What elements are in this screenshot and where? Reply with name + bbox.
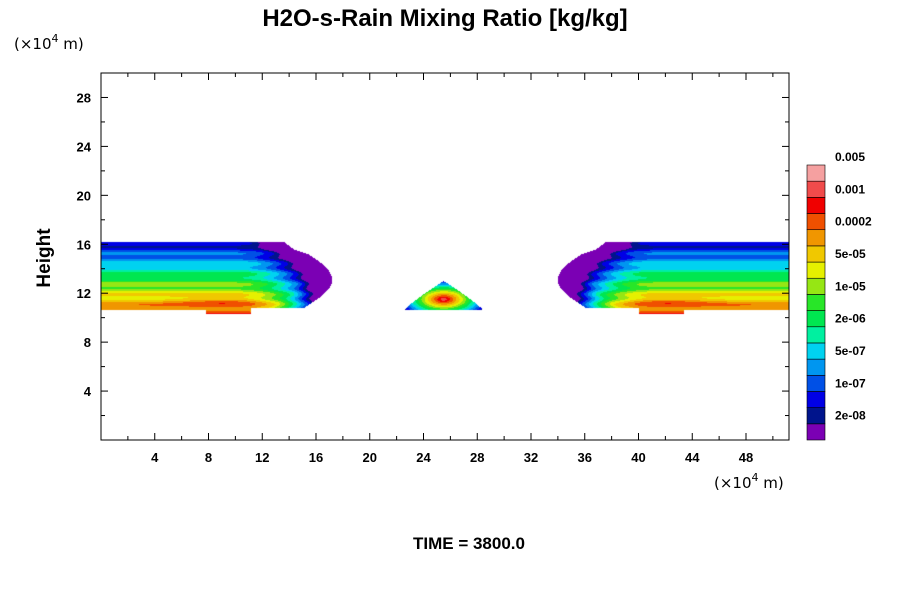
y-tick-label: 24 bbox=[77, 139, 92, 154]
colorbar-label: 5e-05 bbox=[835, 247, 866, 261]
colorbar-swatch bbox=[806, 423, 826, 441]
x-axis-unit: (×104 m) bbox=[714, 471, 784, 492]
y-tick-label: 8 bbox=[84, 335, 91, 350]
y-tick-label: 20 bbox=[77, 188, 91, 203]
x-tick-label: 32 bbox=[524, 450, 538, 465]
x-tick-label: 16 bbox=[309, 450, 323, 465]
x-tick-label: 8 bbox=[205, 450, 212, 465]
plot-frame bbox=[100, 72, 790, 441]
colorbar-swatch bbox=[806, 407, 826, 425]
colorbar-swatch bbox=[806, 358, 826, 376]
colorbar-swatch bbox=[806, 180, 826, 198]
y-axis-label: Height bbox=[34, 228, 55, 288]
x-tick-label: 4 bbox=[151, 450, 159, 465]
colorbar-swatch bbox=[806, 277, 826, 295]
time-label: TIME = 3800.0 bbox=[413, 534, 525, 553]
y-tick-label: 28 bbox=[77, 90, 91, 105]
x-tick-label: 20 bbox=[363, 450, 377, 465]
colorbar-swatch bbox=[806, 342, 826, 360]
colorbar-swatch bbox=[806, 213, 826, 231]
colorbar-label: 5e-07 bbox=[835, 344, 866, 358]
contour-image bbox=[101, 73, 789, 440]
colorbar-swatch bbox=[806, 164, 826, 182]
colorbar-label: 0.001 bbox=[835, 182, 865, 196]
x-tick-label: 40 bbox=[631, 450, 645, 465]
colorbar-label: 2e-06 bbox=[835, 312, 866, 326]
colorbar-swatch bbox=[806, 310, 826, 328]
colorbar-swatch bbox=[806, 261, 826, 279]
colorbar-label: 0.005 bbox=[835, 150, 865, 164]
colorbar-swatch bbox=[806, 294, 826, 311]
colorbar-label: 1e-07 bbox=[835, 376, 866, 390]
colorbar-label: 2e-08 bbox=[835, 409, 866, 423]
y-tick-label: 16 bbox=[77, 237, 91, 252]
x-tick-label: 24 bbox=[416, 450, 431, 465]
x-axis: 4 8 12 16 20 24 28 32 36 40 44 48 bbox=[127, 73, 774, 465]
y-tick-label: 12 bbox=[77, 286, 91, 301]
x-tick-label: 44 bbox=[685, 450, 700, 465]
x-tick-label: 36 bbox=[578, 450, 592, 465]
y-axis-unit: (×104 m) bbox=[14, 32, 84, 53]
x-tick-label: 28 bbox=[470, 450, 484, 465]
colorbar-swatch bbox=[806, 245, 826, 263]
plot-border bbox=[100, 72, 790, 441]
contour-field bbox=[101, 73, 789, 440]
colorbar-swatch bbox=[806, 391, 826, 408]
colorbar-swatch bbox=[806, 326, 826, 344]
colorbar-legend: 2e-08 1e-07 5e-07 2e-06 1e-05 5e-05 0.0002 0.00… bbox=[806, 150, 872, 441]
y-axis: 4 8 12 16 20 24 28 bbox=[77, 90, 789, 417]
colorbar-swatch bbox=[806, 197, 826, 214]
chart-title: H2O-s-Rain Mixing Ratio [kg/kg] bbox=[262, 5, 627, 32]
x-tick-label: 12 bbox=[255, 450, 269, 465]
y-tick-label: 4 bbox=[84, 384, 92, 399]
colorbar-swatch bbox=[806, 374, 826, 392]
colorbar-label: 1e-05 bbox=[835, 279, 866, 293]
colorbar-label: 0.0002 bbox=[835, 215, 872, 229]
colorbar-swatch bbox=[806, 229, 826, 247]
x-tick-label: 48 bbox=[739, 450, 753, 465]
